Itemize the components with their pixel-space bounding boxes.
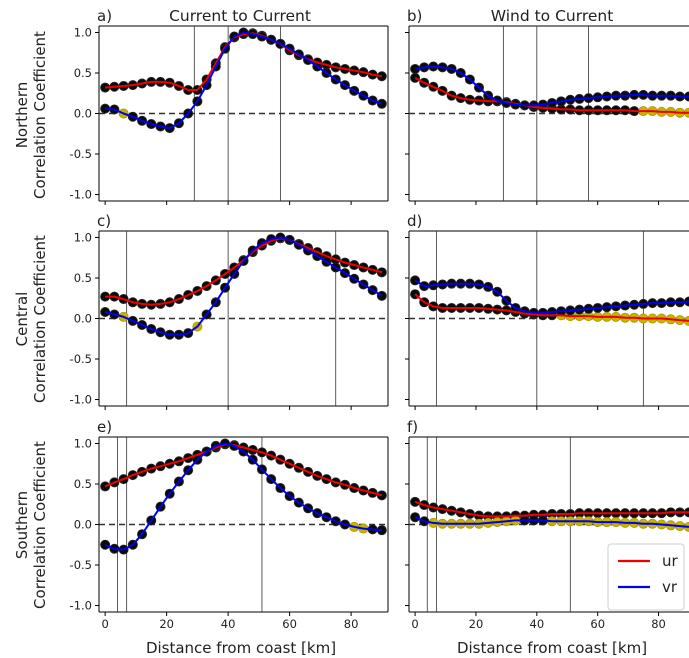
panel-label-a: a)	[97, 7, 112, 25]
plot-area-b	[409, 26, 689, 201]
panel-label-f: f)	[407, 418, 418, 436]
y-tick-label-c: 1.0	[74, 230, 92, 244]
row-label-northern: Northern Correlation Coefficient	[13, 31, 49, 199]
svg-text:Central: Central	[13, 292, 31, 347]
y-tick-label-a: -0.5	[70, 147, 92, 161]
y-tick-label-e: -0.5	[70, 558, 92, 572]
panel-label-c: c)	[97, 212, 111, 230]
x-tick-label-e: 20	[159, 617, 174, 631]
panel-label-b: b)	[407, 7, 422, 25]
x-axis-title-left: Distance from coast [km]	[146, 639, 336, 657]
series-line-ur	[105, 32, 383, 91]
data-point-ur	[410, 496, 421, 507]
panel-label-d: d)	[407, 212, 422, 230]
row-label-central: Central Correlation Coefficient	[13, 235, 49, 403]
y-tick-label-e: 1.0	[74, 436, 92, 450]
x-axis-title-right: Distance from coast [km]	[457, 639, 647, 657]
column-title-right: Wind to Current	[491, 7, 614, 25]
panel-b: b)	[405, 7, 689, 205]
svg-text:Correlation Coefficient: Correlation Coefficient	[31, 235, 49, 403]
y-tick-label-a: 0.5	[74, 66, 92, 80]
legend-label-vr: vr	[662, 578, 678, 596]
panel-e: 1.0 0.5 0.0 -0.5 -1.0 0 20 40 60 80 e)	[70, 418, 389, 631]
series-line-vr	[104, 236, 383, 336]
series-line-vr	[105, 31, 383, 130]
x-tick-label-e: 40	[221, 617, 236, 631]
y-tick-label-c: 0.0	[74, 312, 92, 326]
svg-text:Correlation Coefficient: Correlation Coefficient	[31, 441, 49, 609]
x-tick-label-f: 20	[469, 617, 484, 631]
y-tick-label-a: -1.0	[70, 188, 92, 202]
panel-f: 0 20 40 60 80 f)	[405, 418, 689, 631]
row-label-southern: Southern Correlation Coefficient	[13, 441, 49, 609]
svg-text:Northern: Northern	[13, 82, 31, 149]
plot-area-c	[99, 231, 388, 406]
y-tick-label-c: -1.0	[70, 393, 92, 407]
column-title-left: Current to Current	[169, 7, 311, 25]
y-tick-label-c: -0.5	[70, 352, 92, 366]
x-tick-label-f: 0	[411, 617, 418, 631]
panel-c: 1.0 0.5 0.0 -0.5 -1.0 c)	[70, 212, 389, 410]
svg-text:Southern: Southern	[13, 491, 31, 559]
series-line-vr	[104, 442, 382, 551]
data-point-ur	[410, 72, 421, 83]
x-tick-label-f: 60	[590, 617, 605, 631]
x-tick-label-e: 60	[282, 617, 297, 631]
x-tick-label-e: 0	[101, 617, 108, 631]
y-tick-label-e: -1.0	[70, 599, 92, 613]
x-tick-label-f: 40	[530, 617, 545, 631]
series-line-ur	[414, 500, 689, 518]
data-point-vr	[410, 512, 421, 523]
x-tick-label-f: 80	[651, 617, 666, 631]
plot-area-e	[99, 437, 388, 612]
legend-label-ur: ur	[662, 552, 679, 570]
y-tick-label-e: 0.0	[74, 518, 92, 532]
series-line-vr	[414, 516, 689, 528]
plot-area-d	[409, 231, 689, 406]
plot-area-f	[409, 437, 689, 612]
series-line-vr	[414, 279, 689, 314]
y-tick-label-e: 0.5	[74, 477, 92, 491]
series-line-ur	[414, 293, 689, 322]
svg-text:Correlation Coefficient: Correlation Coefficient	[31, 31, 49, 199]
x-tick-label-e: 80	[344, 617, 359, 631]
panels: 1.0 0.5 0.0 -0.5 -1.0 a) b) 1.0 0.5 0.0 -0.5 -1.0 c)…	[70, 7, 689, 631]
series-line-ur	[104, 443, 383, 497]
y-tick-label-a: 1.0	[74, 25, 92, 39]
panel-label-e: e)	[97, 418, 112, 436]
plot-area-a	[99, 26, 388, 201]
series-line-ur	[414, 77, 689, 114]
panel-d: d)	[405, 212, 689, 410]
series-line-vr	[414, 65, 689, 107]
y-tick-label-a: 0.0	[74, 107, 92, 121]
panel-a: 1.0 0.5 0.0 -0.5 -1.0 a)	[70, 7, 389, 205]
legend: ur vr	[607, 543, 685, 611]
y-tick-label-c: 0.5	[74, 271, 92, 285]
